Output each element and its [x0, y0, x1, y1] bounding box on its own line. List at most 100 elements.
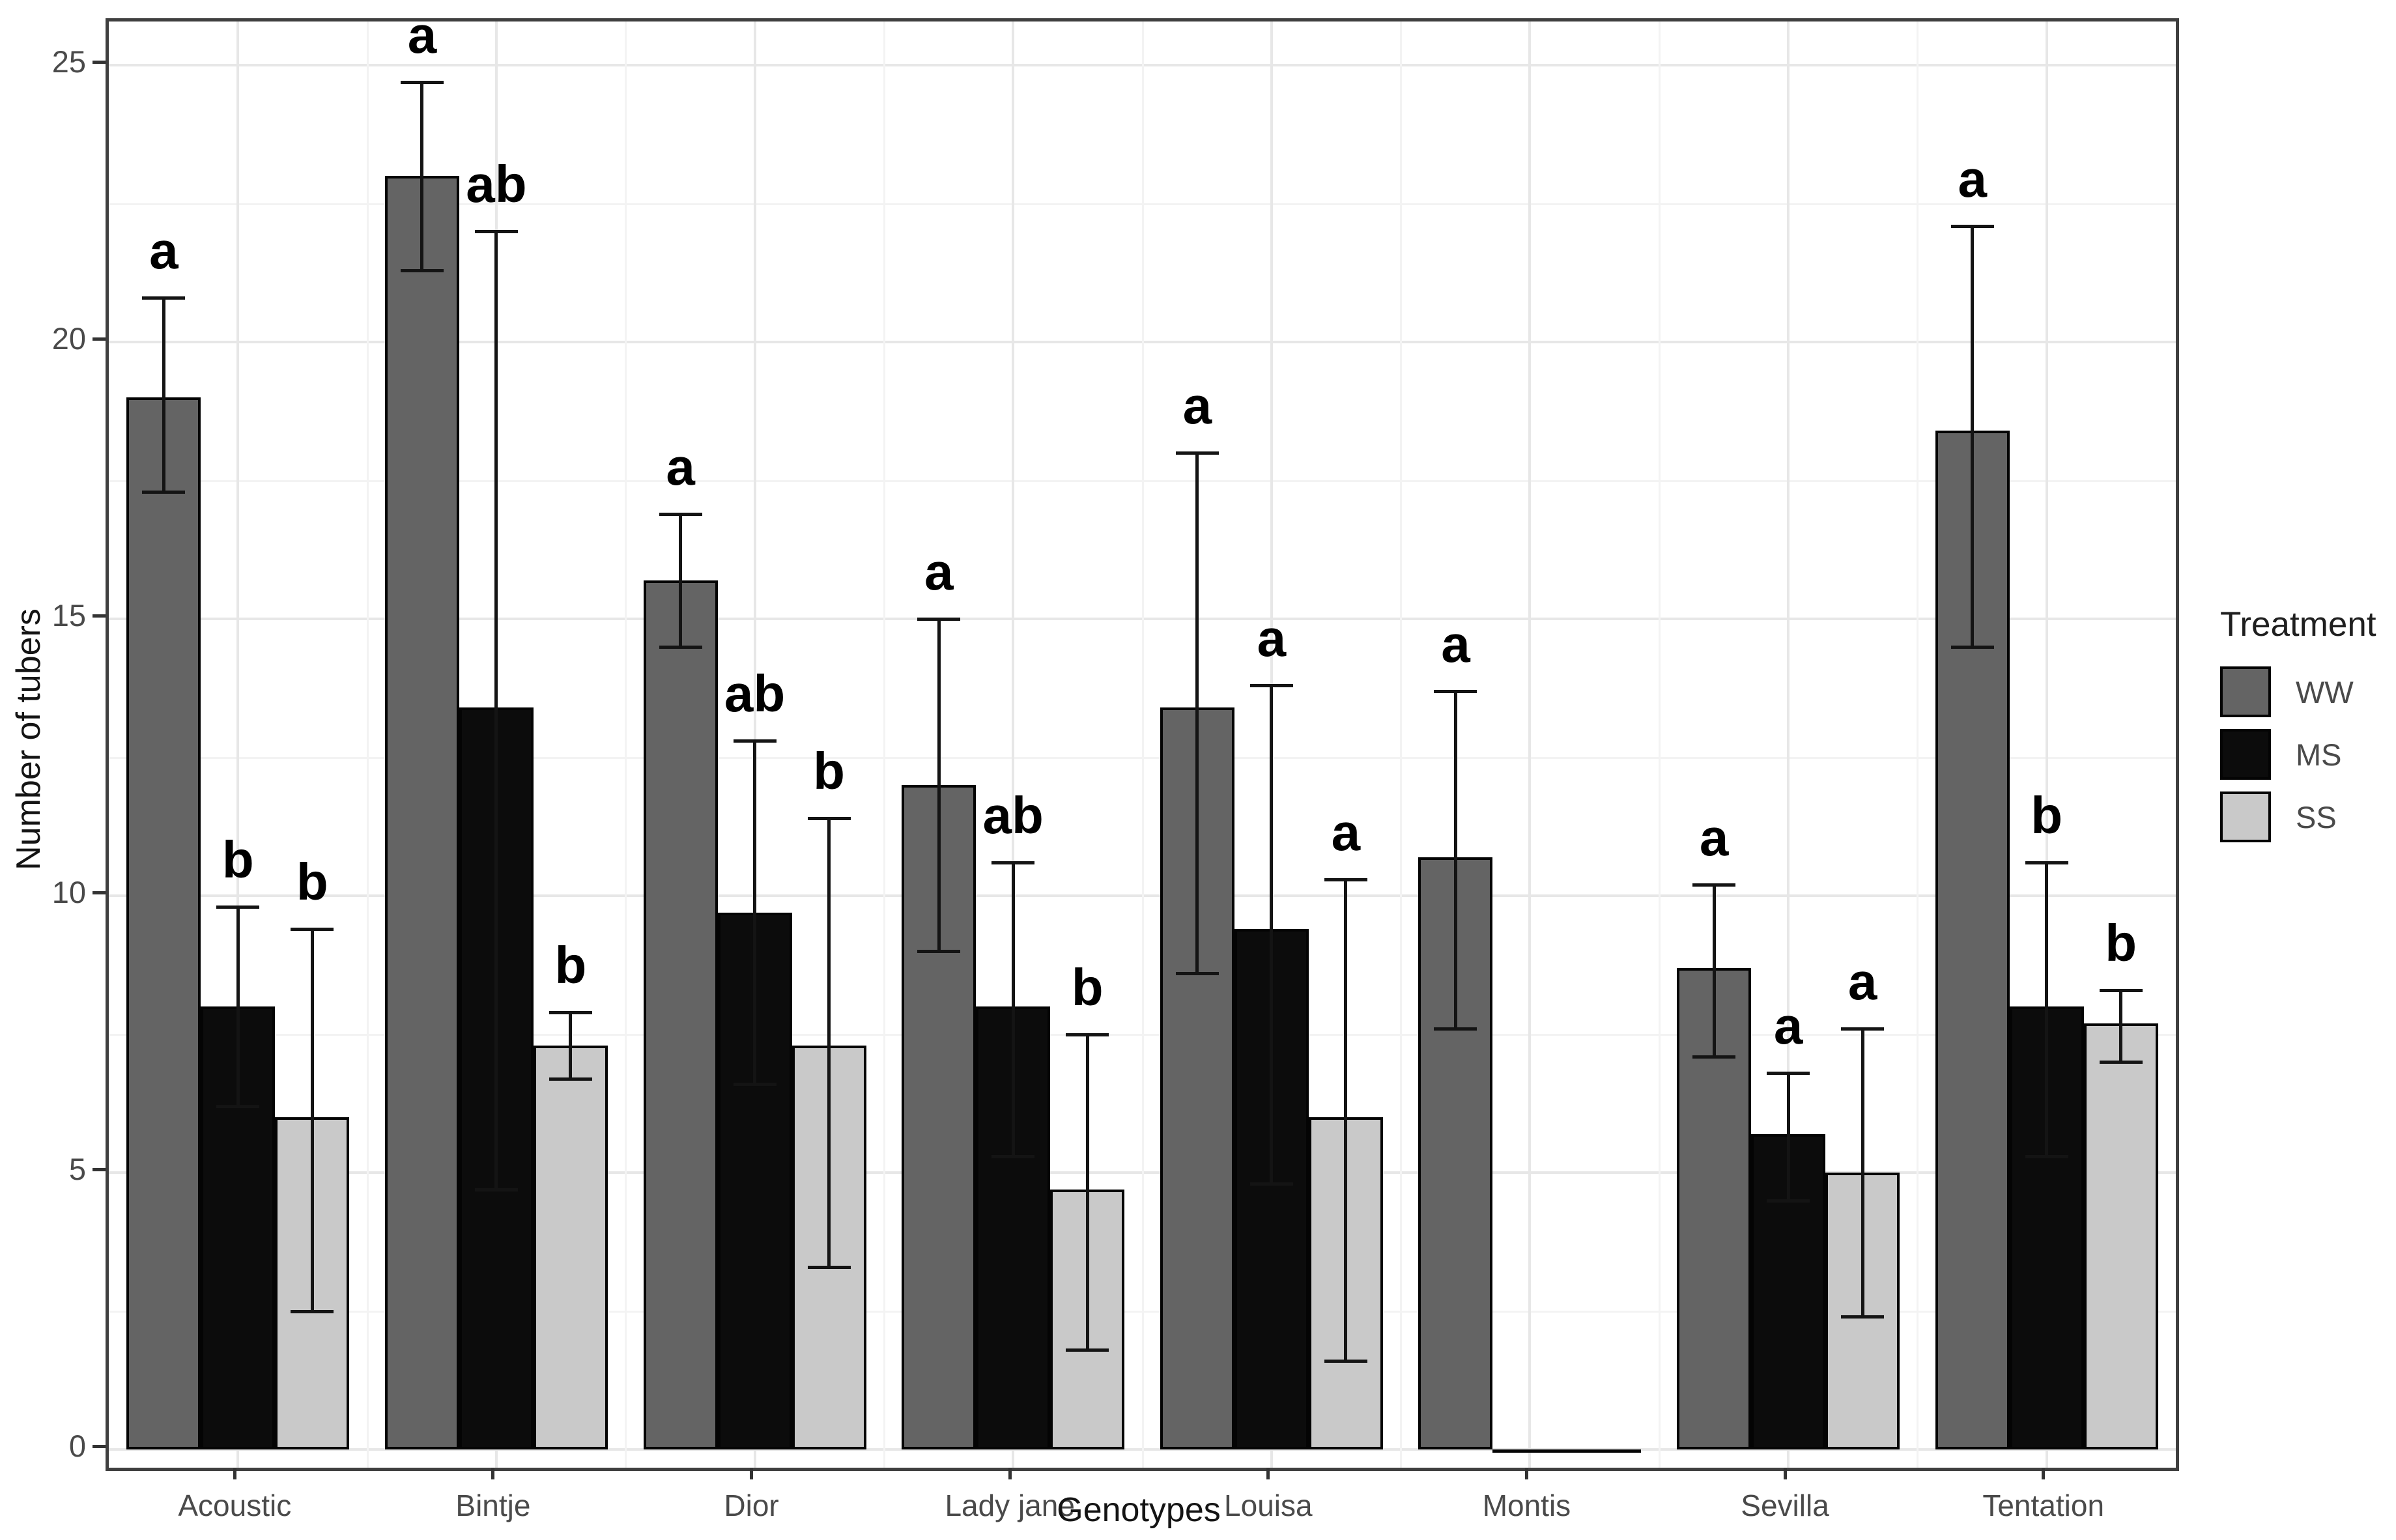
error-bar-cap-top — [549, 1010, 592, 1014]
x-tick-mark — [1524, 1468, 1528, 1479]
error-bar-stem — [1085, 1034, 1089, 1350]
x-tick-label: Acoustic — [178, 1489, 292, 1522]
error-bar-cap-top — [400, 80, 444, 84]
legend-swatch-ss — [2220, 791, 2271, 842]
x-tick-label: Sevilla — [1741, 1489, 1829, 1522]
error-bar-cap-bottom — [1175, 972, 1219, 975]
y-tick-label: 5 — [68, 1152, 86, 1186]
significance-letter: a — [149, 221, 178, 279]
error-bar-cap-top — [291, 928, 334, 931]
significance-letter: a — [1699, 808, 1729, 866]
error-bar-stem — [1195, 453, 1199, 973]
significance-letter: a — [924, 543, 954, 601]
error-bar-cap-bottom — [291, 1309, 334, 1313]
error-bar-cap-bottom — [1324, 1360, 1367, 1363]
x-axis-title: Genotypes — [1057, 1491, 1221, 1529]
error-bar-cap-bottom — [549, 1077, 592, 1081]
gridline-minor-vertical — [625, 21, 627, 1468]
error-bar-cap-top — [216, 905, 260, 909]
x-tick-label: Louisa — [1224, 1489, 1313, 1522]
error-bar-cap-bottom — [1249, 1182, 1293, 1186]
error-bar-cap-bottom — [142, 490, 186, 494]
x-tick-mark — [233, 1468, 236, 1479]
gridline-minor-vertical — [1141, 21, 1144, 1468]
error-bar-stem — [1861, 1029, 1864, 1317]
x-tick-label: Montis — [1482, 1489, 1571, 1522]
legend-label-ms: MS — [2296, 737, 2342, 772]
significance-letter: ab — [724, 664, 786, 722]
gridline-minor-vertical — [883, 21, 885, 1468]
error-bar-cap-bottom — [659, 645, 702, 649]
error-bar-cap-top — [807, 817, 851, 820]
error-bar-cap-bottom — [917, 950, 961, 953]
legend-swatch-ms — [2220, 729, 2271, 780]
x-tick-mark — [491, 1468, 495, 1479]
legend-label-ss: SS — [2296, 799, 2337, 834]
significance-letter: b — [221, 831, 254, 889]
gridline-major-vertical — [1528, 21, 1532, 1468]
bar-ss-bintje — [533, 1045, 608, 1449]
bar-ww-dior — [643, 580, 718, 1449]
error-bar-cap-top — [1249, 684, 1293, 687]
error-bar-stem — [494, 231, 498, 1190]
y-tick-mark — [93, 61, 106, 64]
y-tick-mark — [93, 337, 106, 341]
x-tick-label: Lady jane — [945, 1489, 1075, 1522]
gridline-major-vertical — [236, 21, 240, 1468]
y-tick-label: 25 — [51, 44, 86, 79]
significance-letter: b — [2105, 913, 2137, 972]
error-bar-cap-top — [1950, 224, 1994, 228]
error-bar-cap-top — [1324, 877, 1367, 881]
error-bar-cap-bottom — [1950, 645, 1994, 649]
error-bar-cap-bottom — [1767, 1199, 1810, 1203]
y-tick-mark — [93, 891, 106, 894]
legend-items: WW MS SS — [2220, 666, 2376, 842]
error-bar-cap-bottom — [2099, 1061, 2143, 1064]
significance-letter: a — [666, 437, 695, 496]
gridline-minor-vertical — [1658, 21, 1661, 1468]
significance-letter: b — [813, 742, 845, 800]
significance-letter: a — [1958, 149, 1987, 208]
error-bar-stem — [1344, 879, 1348, 1361]
error-bar-stem — [1786, 1073, 1790, 1201]
error-bar-cap-bottom — [216, 1105, 260, 1108]
error-bar-cap-top — [1692, 883, 1736, 887]
error-bar-cap-top — [917, 618, 961, 621]
error-bar-cap-bottom — [807, 1265, 851, 1269]
error-bar-cap-bottom — [733, 1083, 777, 1086]
significance-letter: ab — [982, 786, 1044, 844]
y-tick-mark — [93, 1445, 106, 1448]
error-bar-stem — [679, 513, 683, 647]
error-bar-cap-bottom — [400, 268, 444, 272]
x-tick-mark — [750, 1468, 754, 1479]
error-bar-stem — [1712, 885, 1716, 1057]
significance-letter: ab — [466, 155, 527, 213]
error-bar-stem — [827, 818, 831, 1267]
x-tick-mark — [1783, 1468, 1787, 1479]
error-bar-cap-top — [1434, 689, 1477, 693]
error-bar-stem — [420, 81, 424, 270]
significance-letter: b — [2031, 786, 2063, 844]
gridline-minor-vertical — [366, 21, 369, 1468]
error-bar-stem — [2045, 863, 2049, 1156]
significance-letter: a — [1847, 952, 1877, 1010]
significance-letter: a — [1257, 609, 1287, 667]
y-tick-mark — [93, 614, 106, 618]
bar-ms-dior — [717, 912, 792, 1449]
significance-letter: b — [554, 935, 587, 994]
error-bar-stem — [569, 1012, 573, 1079]
significance-letter: a — [1773, 997, 1803, 1055]
bar-ww-acoustic — [126, 397, 201, 1449]
error-bar-stem — [753, 741, 757, 1084]
significance-letter: a — [1331, 803, 1361, 861]
y-tick-label: 15 — [51, 598, 86, 633]
x-tick-label: Tentation — [1982, 1489, 2105, 1522]
bar-ss-tentation — [2083, 1023, 2158, 1449]
significance-letter: b — [296, 853, 328, 911]
error-bar-stem — [236, 907, 240, 1106]
error-bar-cap-top — [1066, 1033, 1109, 1036]
bar-ww-montis — [1418, 857, 1493, 1449]
error-bar-stem — [310, 929, 314, 1311]
legend-swatch-ww — [2220, 666, 2271, 717]
